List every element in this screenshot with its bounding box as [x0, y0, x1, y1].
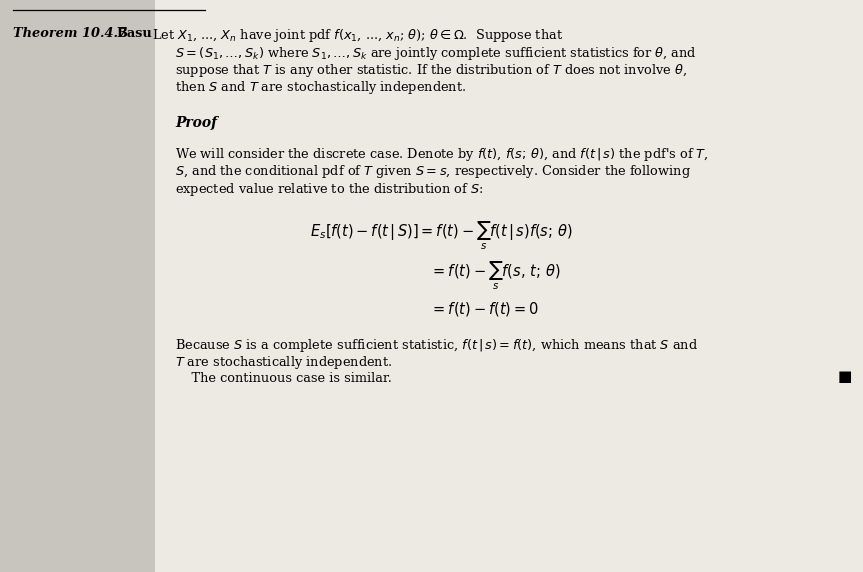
Text: $= f(t) - f(t) = 0$: $= f(t) - f(t) = 0$: [430, 300, 539, 318]
Text: $S = (S_1, \ldots, S_k)$ where $S_1, \ldots, S_k$ are jointly complete sufficien: $S = (S_1, \ldots, S_k)$ where $S_1, \ld…: [175, 45, 696, 62]
Text: Because $S$ is a complete sufficient statistic, $f(t\,|\,s) = f(t)$, which means: Because $S$ is a complete sufficient sta…: [175, 337, 698, 353]
Text: $= f(t) - \sum_s f(s,\, t;\, \theta)$: $= f(t) - \sum_s f(s,\, t;\, \theta)$: [430, 260, 561, 292]
Text: $S$, and the conditional pdf of $T$ given $S = s$, respectively. Consider the fo: $S$, and the conditional pdf of $T$ give…: [175, 164, 691, 181]
Text: Let $X_1$, ..., $X_n$ have joint pdf $f(x_1$, ..., $x_n$; $\theta$); $\theta \in: Let $X_1$, ..., $X_n$ have joint pdf $f(…: [152, 27, 564, 44]
Text: Proof: Proof: [175, 116, 217, 130]
Text: then $S$ and $T$ are stochastically independent.: then $S$ and $T$ are stochastically inde…: [175, 80, 466, 97]
Text: $E_s[f(t) - f(t\,|\,S)] = f(t) - \sum_s f(t\,|\,s)f(s;\, \theta)$: $E_s[f(t) - f(t\,|\,S)] = f(t) - \sum_s …: [310, 220, 573, 252]
Text: The continuous case is similar.: The continuous case is similar.: [175, 372, 392, 385]
Text: suppose that $T$ is any other statistic. If the distribution of $T$ does not inv: suppose that $T$ is any other statistic.…: [175, 62, 687, 79]
Text: Theorem 10.4.7: Theorem 10.4.7: [13, 27, 127, 40]
Text: expected value relative to the distribution of $S$:: expected value relative to the distribut…: [175, 181, 483, 198]
FancyBboxPatch shape: [0, 0, 155, 572]
Text: ■: ■: [838, 370, 852, 384]
Text: $T$ are stochastically independent.: $T$ are stochastically independent.: [175, 354, 392, 371]
Text: Basu: Basu: [116, 27, 152, 40]
Text: We will consider the discrete case. Denote by $f(t)$, $f(s;\, \theta)$, and $f(t: We will consider the discrete case. Deno…: [175, 146, 709, 163]
